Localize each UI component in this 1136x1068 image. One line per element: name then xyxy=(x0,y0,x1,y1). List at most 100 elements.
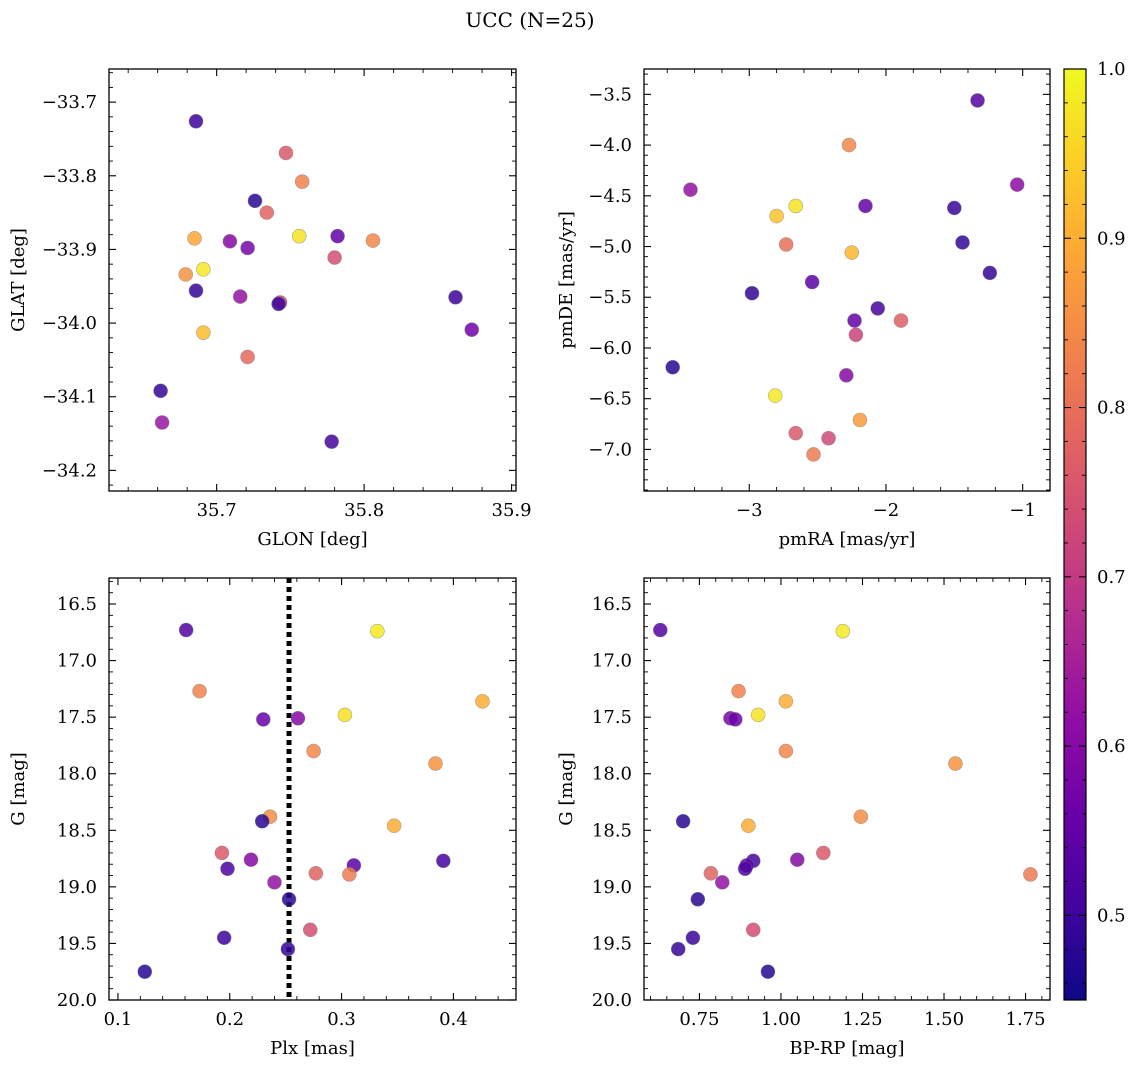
x-tick-label: −2 xyxy=(873,500,900,521)
y-tick-label: −4.0 xyxy=(588,135,632,156)
y-tick-label: 16.5 xyxy=(592,594,632,615)
data-points xyxy=(653,622,1038,980)
scatter-point xyxy=(240,349,255,365)
scatter-point xyxy=(982,265,998,281)
scatter-point xyxy=(858,198,873,214)
scatter-point xyxy=(196,325,211,340)
scatter-point xyxy=(222,234,238,249)
y-tick-label: −7.0 xyxy=(588,439,632,460)
scatter-point xyxy=(267,875,282,890)
scatter-point xyxy=(247,193,263,209)
y-tick-label: −33.8 xyxy=(42,166,97,187)
scatter-point xyxy=(370,623,385,639)
y-tick-label: −5.0 xyxy=(588,237,632,258)
scatter-point xyxy=(178,622,194,638)
colorbar-tick-label: 0.7 xyxy=(1097,567,1126,588)
x-tick-label: 35.9 xyxy=(492,500,532,521)
x-axis-label: Plx [mas] xyxy=(270,1038,355,1059)
scatter-point xyxy=(665,359,681,375)
y-tick-label: 16.5 xyxy=(57,594,97,615)
y-tick-label: −34.2 xyxy=(42,460,97,481)
x-tick-label: 0.4 xyxy=(439,1009,468,1030)
scatter-point xyxy=(220,861,235,877)
axes-frame xyxy=(643,577,1051,1001)
scatter-point xyxy=(306,743,321,759)
scatter-point xyxy=(154,415,170,430)
scatter-point xyxy=(741,818,756,834)
y-tick-label: −34.0 xyxy=(42,313,97,334)
scatter-point xyxy=(893,313,909,328)
scatter-point xyxy=(750,707,766,723)
scatter-point xyxy=(281,892,297,907)
scatter-point xyxy=(804,274,820,290)
y-tick-label: 17.5 xyxy=(57,707,97,728)
scatter-point xyxy=(703,865,719,881)
y-tick-label: 17.5 xyxy=(592,707,632,728)
y-axis-label: pmDE [mas/yr] xyxy=(556,211,577,349)
x-axis-label: GLON [deg] xyxy=(257,529,367,550)
y-tick-label: 20.0 xyxy=(57,990,97,1011)
x-tick-label: 35.7 xyxy=(197,500,237,521)
y-tick-label: −34.1 xyxy=(42,387,97,408)
axes-frame xyxy=(108,577,517,1001)
scatter-point xyxy=(767,388,783,403)
scatter-point xyxy=(259,205,275,220)
scatter-point xyxy=(256,712,271,727)
scatter-point xyxy=(327,250,342,265)
scatter-point xyxy=(290,710,306,726)
x-tick-label: 0.75 xyxy=(679,1009,719,1030)
y-tick-label: 17.0 xyxy=(592,651,632,672)
scatter-point xyxy=(291,228,307,244)
colorbar: 0.5 0.6 0.7 0.8 0.9 1.0 xyxy=(1063,59,1126,1001)
scatter-point xyxy=(714,875,730,890)
scatter-point xyxy=(464,322,480,338)
x-tick-label: 35.8 xyxy=(344,500,384,521)
ticks xyxy=(644,578,1050,1001)
y-tick-label: 18.0 xyxy=(592,764,632,785)
x-tick-label: −1 xyxy=(1009,500,1036,521)
scatter-point xyxy=(683,182,698,198)
scatter-point xyxy=(278,145,294,161)
scatter-point xyxy=(870,301,886,316)
x-tick-label: 0.2 xyxy=(215,1009,244,1030)
y-tick-label: −33.9 xyxy=(42,239,97,260)
scatter-point xyxy=(178,267,193,282)
data-points xyxy=(153,113,480,449)
y-tick-label: 19.5 xyxy=(592,933,632,954)
scatter-point xyxy=(342,867,357,882)
panels: 35.7 35.8 35.9 −33.7 −33.8 −33.9 −34.0 −34.1 −34… xyxy=(8,68,1051,1059)
scatter-point xyxy=(778,743,794,759)
scatter-point xyxy=(731,683,746,699)
y-tick-label: 19.0 xyxy=(592,877,632,898)
y-tick-label: 20.0 xyxy=(592,990,632,1011)
scatter-point xyxy=(428,756,443,771)
scatter-point xyxy=(137,964,153,980)
axes-frame xyxy=(643,68,1051,492)
scatter-point xyxy=(216,930,232,946)
scatter-point xyxy=(789,852,805,868)
scatter-point xyxy=(853,809,869,825)
scatter-point xyxy=(436,853,451,869)
scatter-point xyxy=(196,262,211,277)
scatter-point xyxy=(188,283,204,298)
y-axis-label: G [mag] xyxy=(556,752,577,825)
scatter-point xyxy=(821,430,836,446)
scatter-point xyxy=(728,712,743,727)
scatter-point xyxy=(254,813,270,829)
scatter-point xyxy=(847,313,862,328)
y-tick-label: 18.0 xyxy=(57,764,97,785)
colorbar-frame xyxy=(1063,68,1087,1001)
scatter-point xyxy=(330,228,345,244)
scatter-point xyxy=(839,368,854,383)
scatter-point xyxy=(365,233,381,248)
panel-glon-glat: 35.7 35.8 35.9 −33.7 −33.8 −33.9 −34.0 −34.1 −34… xyxy=(8,68,532,550)
y-tick-label: 17.0 xyxy=(57,651,97,672)
y-tick-label: −33.7 xyxy=(42,92,97,113)
scatter-point xyxy=(271,296,286,312)
scatter-point xyxy=(744,285,760,301)
scatter-point xyxy=(294,174,310,189)
scatter-point xyxy=(324,434,339,449)
x-tick-label: 1.50 xyxy=(924,1009,964,1030)
x-axis-label: pmRA [mas/yr] xyxy=(779,529,916,550)
